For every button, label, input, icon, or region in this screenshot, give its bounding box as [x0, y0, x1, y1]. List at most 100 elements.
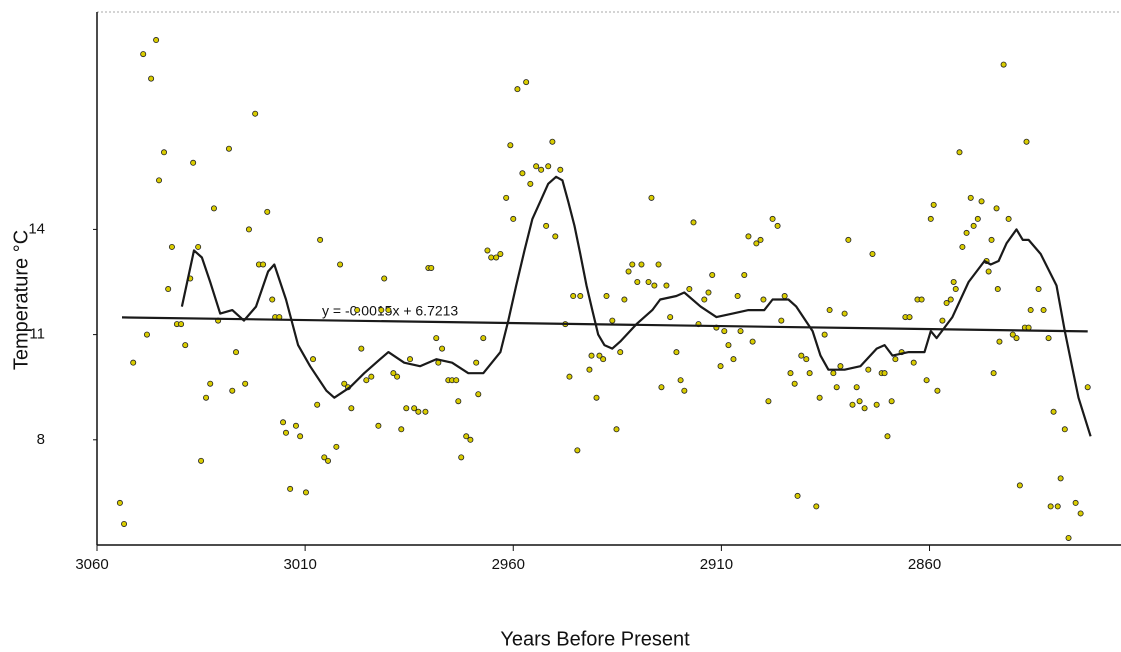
data-point: [1013, 335, 1020, 342]
data-point: [760, 296, 767, 303]
data-point: [927, 215, 934, 222]
data-point: [869, 250, 876, 257]
data-point: [190, 159, 197, 166]
data-point: [967, 194, 974, 201]
data-point: [833, 384, 840, 391]
data-point: [574, 447, 581, 454]
data-point: [613, 426, 620, 433]
data-point: [774, 222, 781, 229]
data-point: [596, 352, 603, 359]
data-point: [841, 310, 848, 317]
y-tick-label: 14: [28, 220, 45, 237]
data-point: [658, 384, 665, 391]
data-point: [1040, 307, 1047, 314]
data-point: [990, 370, 997, 377]
data-point: [856, 398, 863, 405]
data-point: [959, 243, 966, 250]
data-point: [411, 405, 418, 412]
data-point: [473, 359, 480, 366]
data-point: [1050, 408, 1057, 415]
y-tick-label: 8: [37, 431, 45, 448]
data-point: [168, 243, 175, 250]
data-point: [821, 331, 828, 338]
data-point: [310, 356, 317, 363]
line: [180, 175, 1092, 437]
data-point: [705, 289, 712, 296]
data-point: [865, 366, 872, 373]
data-point: [321, 454, 328, 461]
data-point: [245, 226, 252, 233]
data-point: [730, 356, 737, 363]
data-point: [1035, 286, 1042, 293]
data-point: [156, 177, 163, 184]
data-point: [433, 335, 440, 342]
data-point: [778, 317, 785, 324]
data-point: [1047, 503, 1054, 510]
data-point: [826, 307, 833, 314]
data-point: [439, 345, 446, 352]
data-point: [148, 75, 155, 82]
data-point: [781, 293, 788, 300]
data-point: [1072, 499, 1079, 506]
y-tick-label: 11: [29, 326, 45, 343]
data-point: [634, 279, 641, 286]
data-point: [629, 261, 636, 268]
data-point: [673, 349, 680, 356]
x-axis-title: Years Before Present: [500, 628, 690, 650]
data-point: [280, 419, 287, 426]
data-point: [381, 275, 388, 282]
data-point: [1045, 335, 1052, 342]
data-point: [690, 219, 697, 226]
data-point: [677, 377, 684, 384]
data-point: [480, 335, 487, 342]
x-tick-label: 3010: [283, 556, 316, 573]
data-point: [538, 166, 545, 173]
data-point: [533, 163, 540, 170]
data-point: [195, 243, 202, 250]
data-point: [229, 387, 236, 394]
data-point: [514, 86, 521, 93]
data-point: [368, 373, 375, 380]
data-point: [264, 208, 271, 215]
data-point: [1054, 503, 1061, 510]
data-point: [787, 370, 794, 377]
data-point: [721, 328, 728, 335]
data-point: [378, 307, 385, 314]
data-point: [956, 149, 963, 156]
data-point: [1061, 426, 1068, 433]
data-point: [681, 387, 688, 394]
data-point: [269, 296, 276, 303]
data-point: [853, 384, 860, 391]
data-point: [467, 436, 474, 443]
data-point: [570, 293, 577, 300]
data-point: [741, 271, 748, 278]
data-point: [952, 286, 959, 293]
data-point: [717, 363, 724, 370]
data-point: [1077, 510, 1084, 517]
data-point: [165, 286, 172, 293]
data-point: [609, 317, 616, 324]
data-point: [348, 405, 355, 412]
data-point: [651, 282, 658, 289]
data-point: [116, 499, 123, 506]
data-point: [734, 293, 741, 300]
data-point: [996, 338, 1003, 345]
data-point: [648, 194, 655, 201]
data-point: [510, 215, 517, 222]
data-point: [317, 236, 324, 243]
data-point: [557, 166, 564, 173]
data-point: [519, 170, 526, 177]
data-point: [645, 279, 652, 286]
data-point: [363, 377, 370, 384]
data-point: [543, 222, 550, 229]
data-point: [918, 296, 925, 303]
y-axis-title: Temperature °C: [10, 230, 32, 370]
data-point: [757, 236, 764, 243]
data-point: [325, 457, 332, 464]
data-point: [881, 370, 888, 377]
data-point: [1023, 138, 1030, 145]
data-point: [297, 433, 304, 440]
data-point: [709, 271, 716, 278]
data-point: [198, 457, 205, 464]
data-point: [930, 201, 937, 208]
